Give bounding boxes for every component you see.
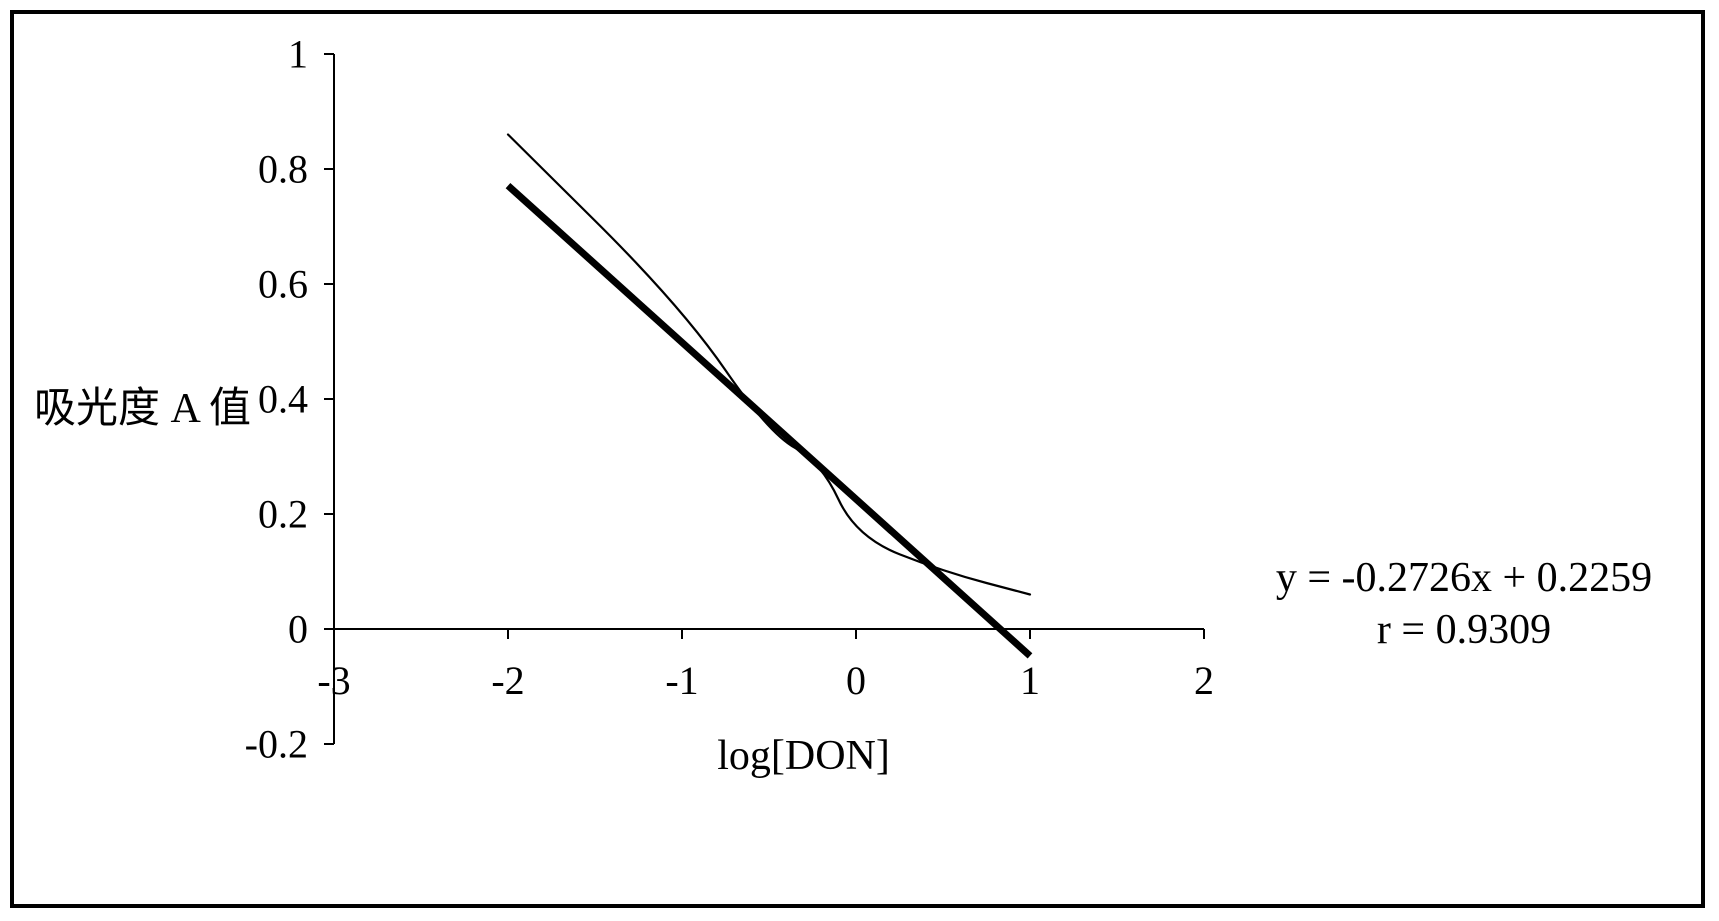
correlation-coefficient: r = 0.9309 bbox=[1229, 606, 1699, 654]
y-tick bbox=[324, 513, 334, 515]
y-tick-label: 0.4 bbox=[258, 376, 308, 423]
chart-frame: -3 -2 -1 0 1 2 -0.2 0 0.2 0.4 0.6 0.8 1 吸光度 A 值 log[… bbox=[10, 10, 1705, 908]
y-tick-label: 1 bbox=[288, 31, 308, 78]
y-tick bbox=[324, 398, 334, 400]
y-tick bbox=[324, 743, 334, 745]
plot-area: -3-2-1012-0.200.20.40.60.81 bbox=[334, 54, 1204, 744]
y-tick-label: 0 bbox=[288, 606, 308, 653]
x-tick-label: 2 bbox=[1194, 657, 1214, 704]
x-tick bbox=[507, 629, 509, 639]
y-tick bbox=[324, 628, 334, 630]
x-tick-label: -3 bbox=[317, 657, 350, 704]
regression-equation: y = -0.2726x + 0.2259 bbox=[1229, 554, 1699, 602]
x-tick-label: 1 bbox=[1020, 657, 1040, 704]
y-axis-title: 吸光度 A 值 bbox=[34, 374, 251, 435]
x-tick-label: 0 bbox=[846, 657, 866, 704]
x-tick-label: -1 bbox=[665, 657, 698, 704]
y-tick-label: 0.8 bbox=[258, 146, 308, 193]
y-tick bbox=[324, 168, 334, 170]
x-tick bbox=[855, 629, 857, 639]
x-tick-label: -2 bbox=[491, 657, 524, 704]
y-tick bbox=[324, 53, 334, 55]
x-tick bbox=[1029, 629, 1031, 639]
x-tick bbox=[681, 629, 683, 639]
regression-line bbox=[508, 186, 1030, 656]
chart-svg bbox=[334, 54, 1204, 744]
x-tick bbox=[1203, 629, 1205, 639]
x-axis-line bbox=[334, 628, 1204, 630]
y-tick-label: 0.6 bbox=[258, 261, 308, 308]
y-tick-label: 0.2 bbox=[258, 491, 308, 538]
y-tick bbox=[324, 283, 334, 285]
x-axis-title: log[DON] bbox=[717, 732, 890, 780]
data-series-line bbox=[508, 135, 1030, 595]
y-tick-label: -0.2 bbox=[245, 721, 308, 768]
x-tick bbox=[333, 629, 335, 639]
